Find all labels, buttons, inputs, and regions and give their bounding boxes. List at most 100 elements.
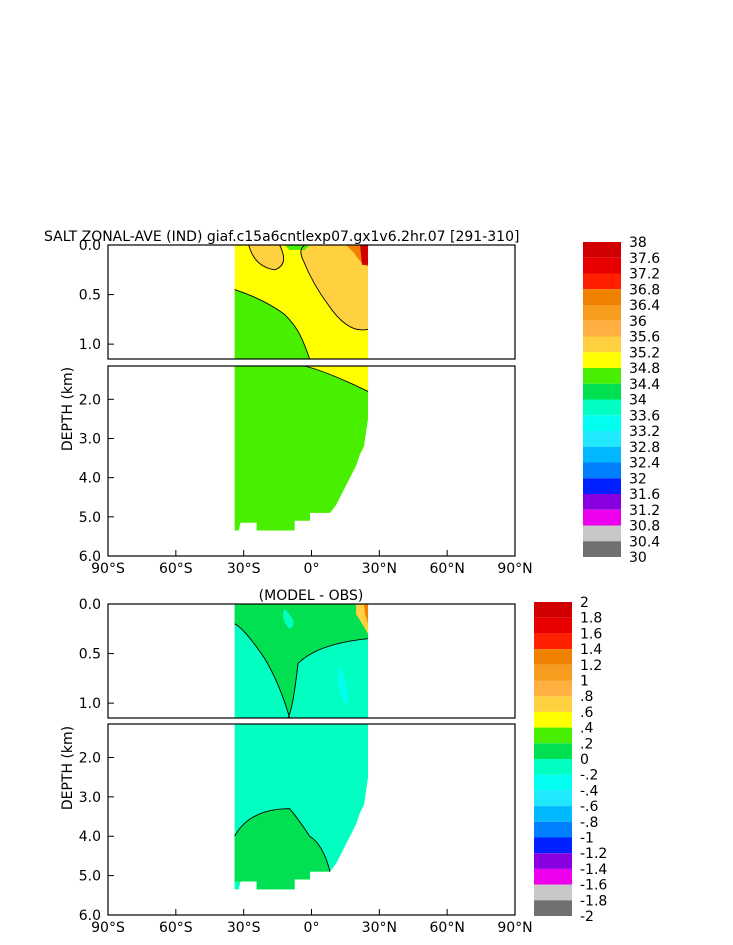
- x-tick-label: 0°: [304, 920, 320, 936]
- x-tick-label: 30°S: [227, 561, 261, 577]
- colorbar-swatch: [583, 462, 621, 479]
- colorbar-label: 2: [580, 595, 589, 611]
- colorbar-label: 34.8: [629, 361, 660, 377]
- y-tick-label: 0.5: [79, 288, 101, 304]
- colorbar-label: 1.8: [580, 611, 602, 627]
- colorbar-label: 36.4: [629, 298, 660, 314]
- y-tick-label: 4.0: [79, 829, 101, 845]
- colorbar-label: 32.8: [629, 440, 660, 456]
- x-tick-label: 90°S: [91, 920, 125, 936]
- colorbar-swatch: [534, 759, 572, 775]
- colorbar-swatch: [583, 336, 621, 353]
- y-tick-label: 5.0: [79, 869, 101, 885]
- colorbar-label: -2: [580, 909, 594, 925]
- x-tick-label: 60°S: [159, 920, 193, 936]
- colorbar-label: .2: [580, 736, 593, 752]
- colorbar-swatch: [583, 352, 621, 368]
- y-axis-label: DEPTH (km): [60, 726, 76, 810]
- colorbar-swatch: [583, 320, 621, 337]
- colorbar-swatch: [583, 242, 621, 258]
- contour-line: [234, 623, 291, 719]
- colorbar-swatch: [534, 900, 572, 916]
- colorbar-label: 38: [629, 235, 647, 251]
- colorbar-swatch: [583, 305, 621, 321]
- colorbar-label: -.4: [580, 783, 599, 799]
- colorbar-label: -.8: [580, 815, 598, 831]
- colorbar-swatch: [534, 711, 572, 728]
- colorbar-swatch: [583, 399, 621, 416]
- colorbar-swatch: [583, 383, 621, 400]
- y-tick-label: 3.0: [79, 790, 101, 806]
- colorbar-swatch: [583, 415, 621, 431]
- colorbar-swatch: [583, 494, 621, 510]
- colorbar-label: .6: [580, 705, 593, 721]
- colorbar-label: 36: [629, 314, 647, 330]
- colorbar-swatch: [534, 868, 572, 885]
- colorbar-swatch: [534, 837, 572, 854]
- field-cell: [248, 245, 284, 270]
- chart-title: SALT ZONAL-AVE (IND) giaf.c15a6cntlexp07…: [44, 229, 519, 245]
- x-tick-label: 90°N: [497, 561, 532, 577]
- colorbar-label: 0: [580, 752, 589, 768]
- colorbar-label: 32.4: [629, 456, 660, 472]
- x-tick-label: 60°N: [430, 920, 465, 936]
- colorbar-label: 33.6: [629, 408, 660, 424]
- y-tick-label: 0.0: [79, 238, 101, 254]
- x-tick-label: 90°S: [91, 561, 125, 577]
- upper-field: [234, 244, 369, 360]
- colorbar: 21.81.61.41.21.8.6.4.20-.2-.4-.6-.8-1-1.…: [534, 595, 607, 925]
- colorbar-label: 33.2: [629, 424, 660, 440]
- colorbar-swatch: [583, 257, 621, 274]
- colorbar-label: 1.6: [580, 626, 602, 642]
- chart-title: (MODEL - OBS): [259, 588, 364, 604]
- plot-frame-upper: [107, 603, 516, 719]
- x-tick-label: 30°N: [362, 561, 397, 577]
- colorbar-label: .8: [580, 689, 593, 705]
- colorbar-swatch: [534, 743, 572, 759]
- plot-frame-upper: [107, 244, 516, 360]
- y-tick-label: 1.0: [79, 337, 101, 353]
- x-tick-label: 60°S: [159, 561, 193, 577]
- y-tick-label: 3.0: [79, 431, 101, 447]
- colorbar-swatch: [534, 727, 572, 744]
- y-tick-label: 0.0: [79, 597, 101, 613]
- colorbar-label: 31.6: [629, 487, 660, 503]
- field-cell: [304, 366, 369, 392]
- colorbar-swatch: [534, 617, 572, 634]
- deep-field: [234, 365, 369, 531]
- upper-field: [234, 604, 369, 719]
- colorbar-label: 37.2: [629, 267, 660, 283]
- colorbar-label: 37.6: [629, 251, 660, 267]
- field-cell: [360, 245, 369, 265]
- colorbar-label: 34.4: [629, 377, 660, 393]
- colorbar-swatch: [534, 790, 572, 807]
- x-tick-label: 0°: [304, 561, 320, 577]
- field-cell: [234, 366, 369, 531]
- colorbar-label: 36.8: [629, 282, 660, 298]
- colorbar-label: -.2: [580, 768, 598, 784]
- colorbar-label: 35.6: [629, 330, 660, 346]
- colorbar-label: 1.2: [580, 658, 602, 674]
- colorbar-swatch: [534, 696, 572, 712]
- contour-line: [248, 244, 285, 271]
- chart-panel-1: SALT ZONAL-AVE (IND) giaf.c15a6cntlexp07…: [44, 229, 660, 577]
- colorbar-swatch: [534, 821, 572, 838]
- colorbar-swatch: [534, 649, 572, 665]
- chart-panel-2: (MODEL - OBS) 0.0 0.5 1.0 2.0 3.0 4.0 5.0 6.0 DEP…: [60, 588, 607, 936]
- colorbar-label: 30: [629, 550, 647, 566]
- colorbar-label: -1: [580, 831, 594, 847]
- colorbar-swatch: [534, 774, 572, 791]
- x-tick-label: 60°N: [430, 561, 465, 577]
- colorbar-swatch: [583, 431, 621, 447]
- colorbar-swatch: [534, 680, 572, 697]
- colorbar: 3837.637.236.836.43635.635.234.834.43433…: [583, 235, 660, 566]
- colorbar-label: .4: [580, 721, 593, 737]
- colorbar-swatch: [534, 633, 572, 650]
- y-tick-label: 6.0: [79, 549, 101, 565]
- y-tick-label: 2.0: [79, 392, 101, 408]
- y-tick-label: 1.0: [79, 696, 101, 712]
- contour-line: [300, 244, 369, 331]
- field-cell: [234, 289, 310, 359]
- field-cell: [234, 604, 369, 718]
